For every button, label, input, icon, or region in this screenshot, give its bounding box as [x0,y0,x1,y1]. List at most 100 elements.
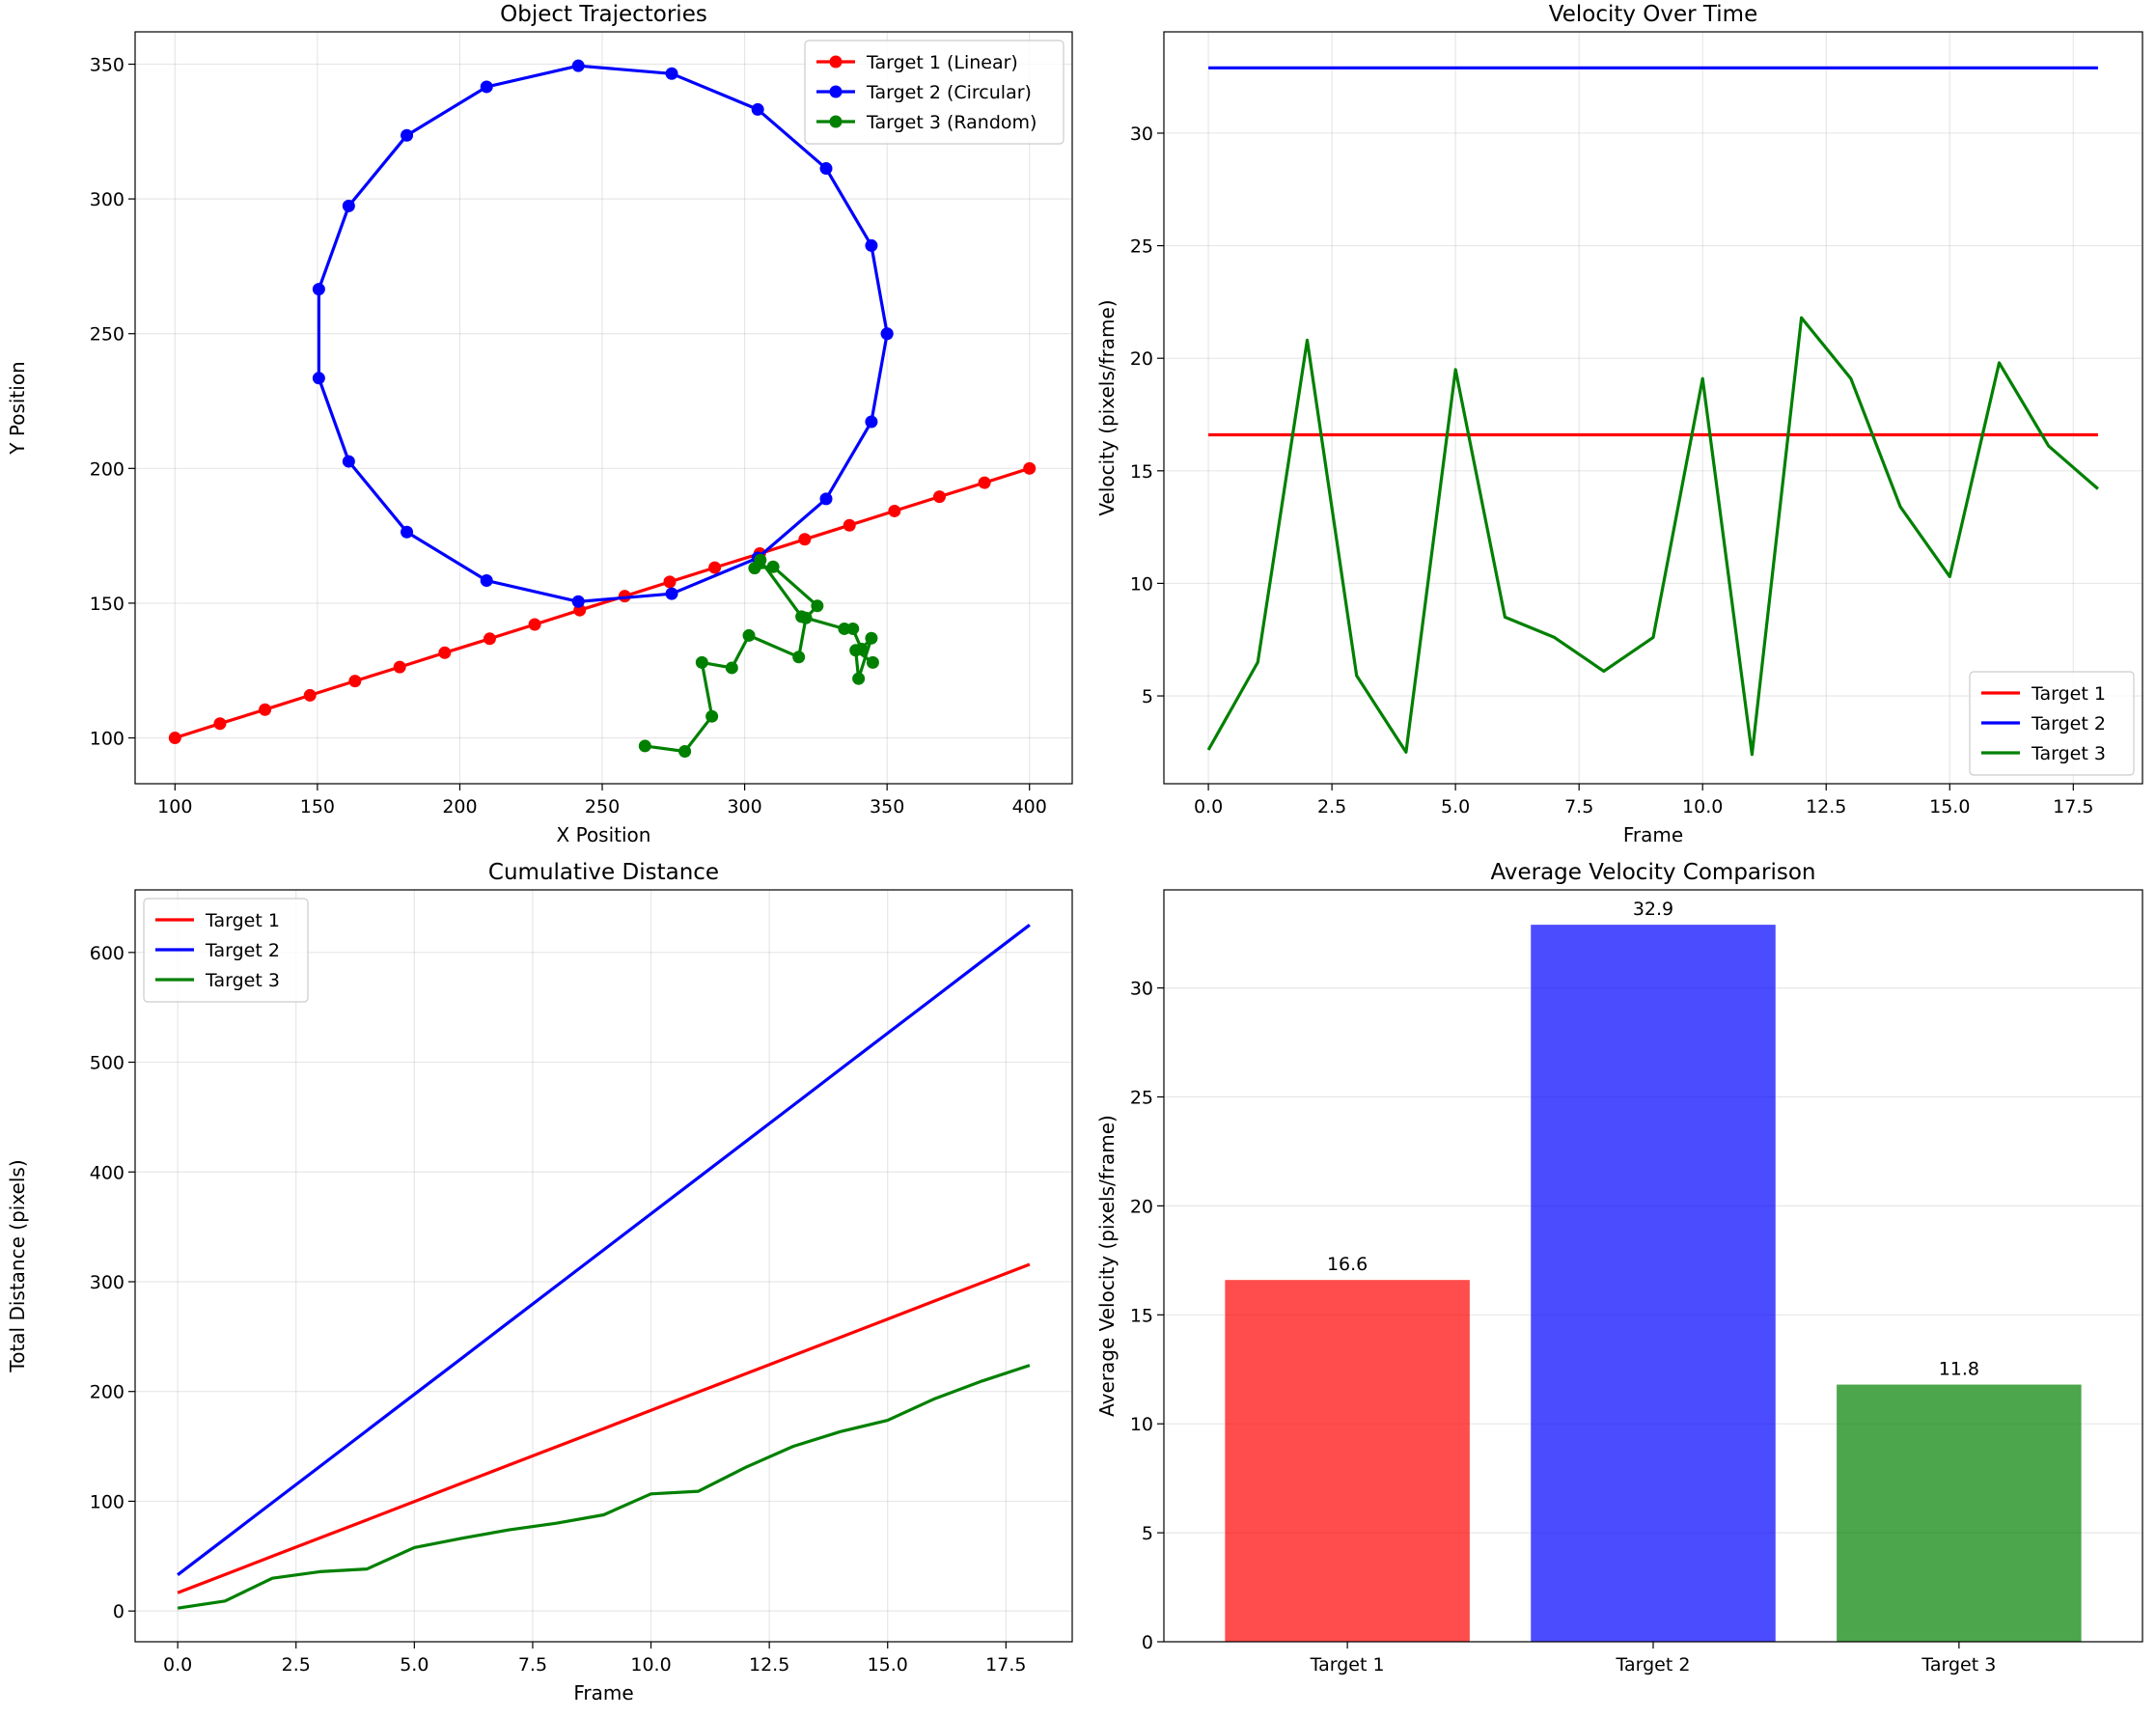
y-tick-label: 100 [90,1491,124,1512]
legend: Target 1 Target 2 Target 3 [143,898,309,1003]
legend-item: Target 3 [1981,743,2106,764]
data-point [571,595,585,608]
series-1 [177,1262,1031,1594]
y-tick-label: 300 [90,189,124,210]
x-tick-label: 2.5 [282,1654,311,1676]
series-3 [1206,316,2099,757]
legend-item: Target 2 (Circular) [816,82,1032,103]
subplot-1: 100 150 200 250 300 350 100 150 200 250 300 350 400 O… [6,2,1073,846]
y-tick-label: 0 [113,1601,124,1622]
plot-area [1206,66,2099,757]
y-tick-label: 100 [90,729,124,750]
bar-data-label: 16.6 [1327,1254,1368,1275]
data-point [819,492,833,506]
data-point [849,644,863,657]
y-tick-label: 10 [1130,1414,1153,1435]
y-tick-label: 150 [90,594,124,615]
legend-item: Target 2 [1981,713,2106,734]
x-tick-label: 10.0 [630,1654,671,1676]
y-tick-label: 5 [1142,686,1153,707]
legend-label: Target 1 [2031,683,2106,705]
data-point [978,476,991,489]
data-point [348,675,362,688]
series-line [177,924,1031,1576]
data-point [342,199,355,212]
data-point [665,67,678,80]
y-tick-label: 400 [90,1162,124,1183]
data-point [846,622,860,635]
y-tick-label: 300 [90,1272,124,1293]
data-point [792,651,806,664]
y-tick-label: 25 [1130,236,1153,258]
data-point [480,573,493,587]
data-point [480,80,493,94]
series-line [177,1364,1031,1610]
legend-marker [829,55,843,69]
legend-box [143,898,309,1003]
x-tick-label: 5.0 [400,1654,428,1676]
y-tick-label: 15 [1130,1305,1153,1326]
chart-title: Average Velocity Comparison [1490,860,1815,885]
data-point [708,561,722,574]
data-point [888,504,901,517]
bar-1 [1225,1280,1470,1642]
legend-label: Target 2 [2031,713,2106,734]
data-point [665,587,678,600]
chart-title: Velocity Over Time [1549,2,1757,27]
x-tick-label: 7.5 [1564,796,1593,817]
data-point [705,709,719,723]
legend-label: Target 1 [205,910,280,931]
y-tick-label: 250 [90,324,124,346]
data-point [342,455,355,468]
bar-data-label: 11.8 [1939,1359,1979,1380]
axes-frame [1163,889,2143,1643]
data-point [303,688,317,702]
legend-item: Target 2 [155,940,280,961]
data-point [866,655,879,669]
x-tick-label: 200 [442,796,477,817]
legend-marker [829,115,843,128]
data-point [528,618,541,631]
data-point [483,632,496,646]
subplot-3: 0 100 200 300 400 500 600 0.0 2.5 5.0 7.5 10.0 12.5 1… [6,860,1073,1704]
x-tick-label: 15.0 [868,1654,908,1676]
data-point [393,660,406,674]
data-point [1023,461,1037,475]
bar-data-label: 32.9 [1633,899,1673,920]
data-point [742,628,756,642]
legend-item: Target 1 [1981,683,2106,705]
data-point [259,703,272,716]
legend-label: Target 1 (Linear) [866,52,1018,73]
x-tick-label: 250 [585,796,620,817]
x-tick-label: Target 3 [1921,1654,1996,1676]
x-tick-label: 7.5 [518,1654,547,1676]
subplot-4: 0 5 10 15 20 25 30 Average Velocity Comparison A… [1095,860,2143,1676]
data-point [811,599,824,613]
series-line [1206,316,2099,757]
legend-label: Target 3 (Random) [866,112,1037,133]
x-tick-label: 10.0 [1682,796,1723,817]
y-tick-label: 30 [1130,979,1153,1000]
legend: Target 1 Target 2 Target 3 [1969,671,2135,776]
data-point [695,655,708,669]
data-point [843,518,856,532]
data-point [795,610,809,623]
data-point [678,744,692,758]
x-tick-label: 0.0 [163,1654,192,1676]
data-point [932,490,946,504]
data-point [571,59,585,72]
data-point [852,672,866,685]
y-tick-label: 25 [1130,1088,1153,1109]
data-point [865,238,878,252]
x-axis-label: Frame [573,1681,633,1704]
x-tick-label: 0.0 [1194,796,1223,817]
legend-box [804,40,1064,145]
x-tick-label: 400 [1012,796,1047,817]
x-tick-label: 12.5 [1806,796,1846,817]
x-tick-label: 17.5 [2053,796,2093,817]
y-tick-label: 0 [1142,1632,1153,1653]
y-tick-label: 200 [90,458,124,480]
data-point [766,560,780,573]
